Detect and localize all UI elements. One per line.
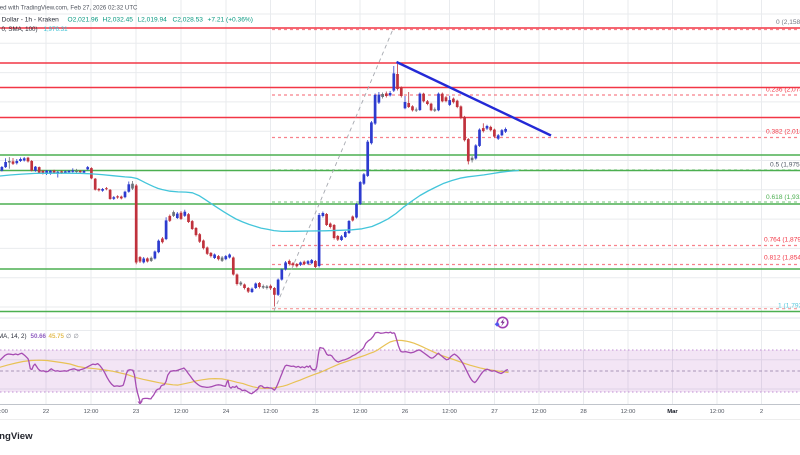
svg-text:2: 2 (760, 409, 763, 415)
svg-text:12:00: 12:00 (353, 409, 368, 415)
svg-text:12:00: 12:00 (263, 409, 278, 415)
svg-text:∅: ∅ (74, 333, 79, 340)
svg-text:, 0, SMA, 100): , 0, SMA, 100) (0, 26, 38, 33)
svg-text:22: 22 (43, 409, 50, 415)
svg-text:O2,021.96: O2,021.96 (68, 17, 99, 24)
svg-text:. Dollar - 1h - Kraken: . Dollar - 1h - Kraken (0, 17, 59, 24)
svg-text:0 (2,158.33): 0 (2,158.33) (776, 19, 800, 26)
svg-text:0.236 (2,078.93): 0.236 (2,078.93) (766, 87, 800, 94)
svg-text:H2,032.45: H2,032.45 (103, 17, 134, 24)
svg-text:27: 27 (491, 409, 498, 415)
svg-text:50.66: 50.66 (31, 333, 47, 340)
svg-text:0.812 (1,854.88): 0.812 (1,854.88) (764, 255, 800, 262)
svg-text:TradingView: TradingView (0, 431, 33, 442)
svg-text:23: 23 (133, 409, 140, 415)
svg-text:26: 26 (402, 409, 409, 415)
svg-text:0.382 (2,018.52): 0.382 (2,018.52) (766, 129, 800, 136)
svg-text:12:00: 12:00 (174, 409, 189, 415)
svg-text:28: 28 (580, 409, 587, 415)
svg-text:12:00: 12:00 (442, 409, 457, 415)
svg-text:C2,028.53: C2,028.53 (173, 17, 204, 24)
svg-text:25: 25 (312, 409, 319, 415)
svg-text:MA, 14, 2): MA, 14, 2) (0, 333, 27, 340)
svg-text:12:00: 12:00 (710, 409, 725, 415)
svg-text:12:00: 12:00 (621, 409, 636, 415)
svg-text:L2,019.94: L2,019.94 (138, 17, 168, 24)
svg-text:12:00: 12:00 (0, 409, 9, 415)
svg-text:1 (1,792.04): 1 (1,792.04) (778, 302, 800, 309)
svg-text:12:00: 12:00 (84, 409, 99, 415)
svg-text:ted with TradingView.com, Feb: ted with TradingView.com, Feb 27, 2026 0… (0, 5, 138, 12)
svg-text:0.5 (1,975.04): 0.5 (1,975.04) (770, 162, 800, 169)
svg-text:+7.21 (+0.36%): +7.21 (+0.36%) (208, 17, 253, 24)
svg-text:24: 24 (223, 409, 230, 415)
svg-text:Mar: Mar (667, 409, 678, 415)
svg-text:0.764 (1,879.12): 0.764 (1,879.12) (764, 237, 800, 244)
svg-text:∅: ∅ (66, 333, 71, 340)
svg-text:0.618 (1,932.56): 0.618 (1,932.56) (766, 194, 800, 201)
svg-text:45.75: 45.75 (49, 333, 65, 340)
svg-text:12:00: 12:00 (532, 409, 547, 415)
svg-text:1,976.31: 1,976.31 (44, 26, 69, 33)
